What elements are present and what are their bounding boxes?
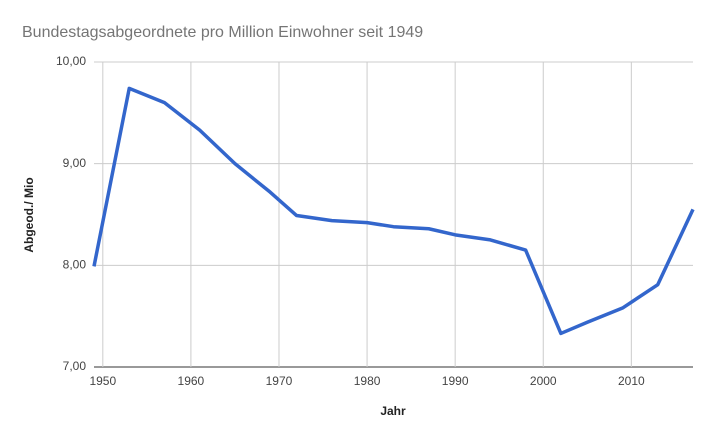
x-tick-label: 1980: [354, 374, 381, 388]
y-tick-label: 7,00: [63, 359, 87, 373]
x-tick-label: 2010: [618, 374, 645, 388]
x-tick-label: 1960: [178, 374, 205, 388]
y-tick-label: 8,00: [63, 258, 87, 272]
y-axis-title: Abgeod./ Mio: [22, 177, 36, 252]
x-tick-label: 1950: [89, 374, 116, 388]
chart-title: Bundestagsabgeordnete pro Million Einwoh…: [22, 24, 423, 41]
x-tick-label: 1990: [442, 374, 469, 388]
y-tick-label: 9,00: [63, 156, 87, 170]
x-axis-title: Jahr: [380, 404, 406, 418]
y-tick-label: 10,00: [56, 54, 86, 68]
x-tick-label: 1970: [266, 374, 293, 388]
line-series: [92, 86, 695, 336]
x-tick-label: 2000: [530, 374, 557, 388]
